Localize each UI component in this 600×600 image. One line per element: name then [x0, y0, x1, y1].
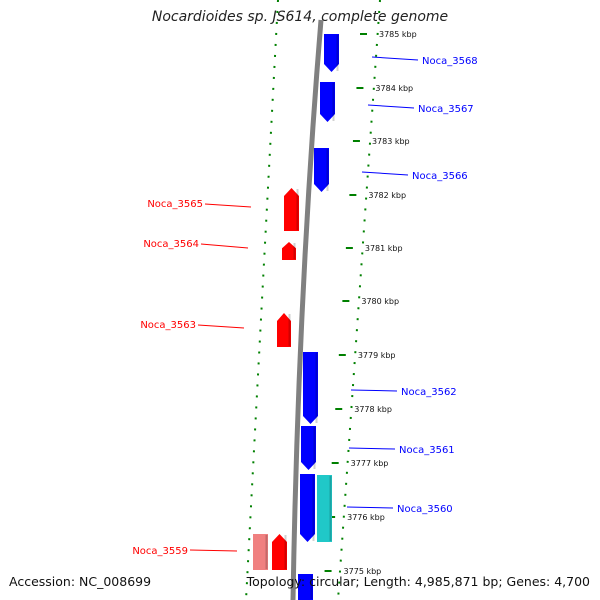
- right-dotted-rail: [337, 0, 381, 600]
- gene-label-reverse: Noca_3564: [143, 239, 199, 250]
- gene-label-reverse: Noca_3565: [147, 199, 203, 210]
- accession-label: Accession: NC_008699: [9, 574, 152, 589]
- scale-tick-label: 3785 kbp: [379, 30, 417, 39]
- leader-line: [346, 506, 394, 509]
- scale-tick-label: 3777 kbp: [351, 459, 389, 468]
- gene-noca-3568: [324, 34, 339, 72]
- leader-line: [197, 324, 245, 329]
- scale-tick-label: 3784 kbp: [375, 84, 413, 93]
- gene-label-forward: Noca_3566: [412, 171, 468, 182]
- leader-line: [371, 56, 419, 61]
- gene-label-forward: Noca_3560: [397, 504, 453, 515]
- gene-features: [253, 34, 339, 600]
- gene-noca-3559-pseudo: [253, 534, 268, 570]
- gene-label-forward: Noca_3568: [422, 56, 478, 67]
- gene-noca-3562: [303, 352, 318, 424]
- left-dotted-rail: [245, 0, 279, 600]
- leader-line: [204, 203, 252, 208]
- scale-tick-label: 3781 kbp: [365, 244, 403, 253]
- gene-noca-3559: [272, 534, 287, 570]
- gene-noca-3561: [301, 426, 316, 470]
- gene-noca-3564: [282, 242, 296, 260]
- gene-label-forward: Noca_3561: [399, 445, 455, 456]
- genome-backbone: [290, 19, 324, 600]
- gene-noca-3566: [314, 148, 329, 192]
- leader-line: [361, 171, 409, 176]
- gene-noca-3560: [300, 474, 315, 542]
- gene-label-reverse: Noca_3563: [140, 320, 196, 331]
- scale-tick-label: 3783 kbp: [372, 137, 410, 146]
- leader-line: [189, 549, 238, 552]
- map-title: Nocardioides sp. JS614, complete genome: [151, 9, 449, 25]
- leader-line: [348, 447, 396, 450]
- gene-label-forward: Noca_3562: [401, 387, 457, 398]
- scale-tick-label: 3782 kbp: [368, 191, 406, 200]
- gene-partial-bottom: [298, 574, 313, 600]
- scale-tick-label: 3778 kbp: [354, 405, 392, 414]
- gene-label-reverse: Noca_3559: [132, 546, 188, 557]
- scale-ticks: 3785 kbp 3784 kbp 3783 kbp 3782 kbp 3781 kbp…: [324, 30, 417, 576]
- gene-labels: Noca_3568 Noca_3567 Noca_3566 Noca_3562 Noca…: [132, 56, 477, 557]
- topology-summary: Topology: circular; Length: 4,985,871 bp…: [246, 574, 590, 589]
- scale-tick-label: 3776 kbp: [347, 513, 385, 522]
- leader-line: [367, 104, 415, 109]
- gene-noca-3567: [320, 82, 335, 122]
- scale-tick-label: 3780 kbp: [361, 297, 399, 306]
- leader-line: [200, 243, 249, 249]
- scale-tick-label: 3779 kbp: [358, 351, 396, 360]
- leader-line: [350, 389, 398, 392]
- feature-cyan-block: [317, 475, 332, 542]
- scale-tick-label: 3775 kbp: [344, 567, 382, 576]
- gene-label-forward: Noca_3567: [418, 104, 474, 115]
- gene-noca-3563: [277, 313, 291, 347]
- gene-noca-3565: [284, 188, 299, 231]
